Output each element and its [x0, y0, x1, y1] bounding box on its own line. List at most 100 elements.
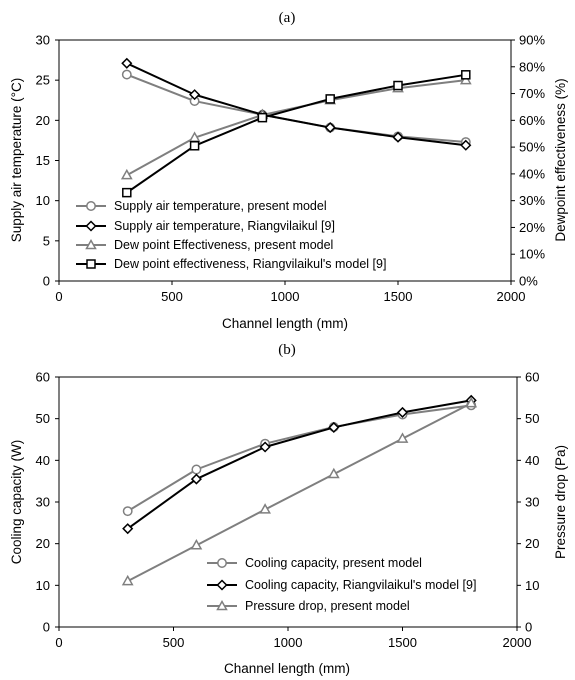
chart-b-y2-tick-label: 20 — [525, 536, 539, 551]
chart-b-y-tick-label: 50 — [36, 411, 50, 426]
chart-b-y-tick-label: 20 — [36, 536, 50, 551]
chart-b-series-2-point — [122, 523, 134, 535]
chart-b-y-tick-label: 30 — [36, 495, 50, 510]
chart-b-legend-item-3: Pressure drop, present model — [207, 599, 410, 613]
chart-a-series-4-line — [126, 73, 466, 194]
chart-b-y2-tick-label: 30 — [525, 495, 539, 510]
chart-a-y-tick-label: 20 — [36, 113, 50, 128]
chart-a-legend: Supply air temperature, present model Su… — [76, 199, 386, 271]
chart-a-y2-tick-label: 90% — [519, 33, 545, 48]
chart-b-y2-tick-label: 50 — [525, 411, 539, 426]
chart-a-legend-item-4: Dew point effectiveness, Riangvilaikul's… — [76, 257, 386, 271]
chart-a-y2-tick-label: 80% — [519, 59, 545, 74]
chart-a-legend-item-3: Dew point Effectiveness, present model — [76, 238, 333, 252]
chart-a: 0 500 1000 1500 2000 0 5 10 15 20 25 30 0% 10% 20% 30% 4… — [9, 33, 568, 332]
chart-a-x-tick-label: 1500 — [384, 289, 413, 304]
chart-a-x-tick-label: 1000 — [271, 289, 300, 304]
chart-a-series-2-point — [460, 139, 472, 151]
chart-b-x-tick-label: 1000 — [274, 635, 303, 650]
chart-b-series-1-line — [127, 404, 472, 513]
chart-a-legend-label-3: Dew point Effectiveness, present model — [114, 238, 333, 252]
chart-b-x-tick-label: 2000 — [503, 635, 532, 650]
chart-a-series-4-point — [461, 70, 471, 80]
chart-b-series-3-point — [259, 503, 271, 514]
chart-a-legend-label-1: Supply air temperature, present model — [114, 199, 327, 213]
chart-a-series-2-point — [189, 89, 201, 101]
chart-a-y-tick-label: 30 — [36, 33, 50, 48]
chart-b-series-3-point — [327, 467, 340, 479]
chart-b-series-2-point — [259, 441, 271, 453]
chart-a-x-axis-title: Channel length (mm) — [222, 316, 348, 331]
chart-a-y-tick-label: 10 — [36, 193, 50, 208]
chart-a-y-tick-label: 15 — [36, 153, 50, 168]
chart-b-series-2-point — [396, 406, 409, 418]
chart-b-series-3-point — [465, 396, 478, 408]
chart-b-x-tick-label: 0 — [55, 635, 62, 650]
chart-b-x-tick-label: 1500 — [388, 635, 417, 650]
chart-a-series-4-point — [257, 112, 268, 123]
chart-b-y-tick-label: 0 — [43, 620, 50, 635]
chart-b-series-1-point — [122, 506, 133, 517]
chart-b-series-2-line — [127, 399, 472, 530]
chart-b-series-1-point — [191, 464, 202, 475]
chart-a-series-2-point — [392, 131, 404, 143]
chart-b: 0 500 1000 1500 2000010203040506001020304050… — [9, 370, 568, 677]
chart-a-y2-tick-label: 10% — [519, 247, 545, 262]
chart-b-y2-tick-label: 0 — [525, 620, 532, 635]
chart-a-series-2-line — [126, 62, 466, 147]
chart-a-y-axis-title: Supply air temperature (°C) — [9, 78, 24, 242]
chart-a-legend-item-2: Supply air temperature, Riangvilaikul [9… — [76, 219, 335, 233]
chart-b-x-tick-label: 500 — [163, 635, 185, 650]
chart-b-series-3-point — [396, 432, 409, 443]
chart-a-y2-axis-title: Dewpoint effectiveness (%) — [553, 78, 568, 241]
chart-a-series-2-point — [121, 57, 133, 69]
chart-b-series-2-point — [328, 421, 340, 433]
chart-b-legend: Cooling capacity, present model Cooling … — [207, 556, 476, 613]
chart-b-legend-label-1: Cooling capacity, present model — [245, 556, 422, 570]
chart-b-series-3-point — [190, 539, 203, 550]
chart-b-legend-label-3: Pressure drop, present model — [245, 599, 410, 613]
chart-a-y2-tick-label: 70% — [519, 86, 545, 101]
chart-a-series-4-point — [393, 80, 403, 91]
chart-a-series-3-point — [120, 168, 133, 180]
chart-a-x-tick-label: 0 — [55, 289, 62, 304]
chart-a-legend-item-1: Supply air temperature, present model — [76, 199, 327, 213]
chart-a-legend-label-4: Dew point effectiveness, Riangvilaikul's… — [114, 257, 386, 271]
chart-a-series-2-point — [324, 122, 336, 134]
chart-b-ticks: 0 500 1000 1500 2000010203040506001020304050… — [36, 370, 540, 651]
chart-b-series-3-point — [121, 574, 134, 586]
chart-a-series-1-point — [121, 69, 132, 80]
chart-a-series-4-point — [325, 94, 335, 104]
chart-a-series — [120, 57, 472, 198]
chart-a-series-4-point — [122, 187, 132, 198]
chart-a-x-tick-label: 500 — [161, 289, 183, 304]
chart-b-legend-item-2: Cooling capacity, Riangvilaikul's model … — [207, 578, 476, 592]
chart-b-y-tick-label: 60 — [36, 370, 50, 385]
chart-b-legend-label-2: Cooling capacity, Riangvilaikul's model … — [245, 578, 476, 592]
chart-b-y-tick-label: 10 — [36, 578, 50, 593]
chart-a-y-tick-label: 25 — [36, 73, 50, 88]
chart-a-y-tick-label: 0 — [43, 274, 50, 289]
chart-a-ticks: 0 500 1000 1500 2000 0 5 10 15 20 25 30 0% 10% 20% 30% 4… — [36, 33, 546, 305]
chart-a-y2-tick-label: 50% — [519, 140, 545, 155]
chart-b-series-2-point — [190, 473, 202, 485]
chart-a-series-4-point — [189, 141, 200, 151]
chart-a-y2-tick-label: 30% — [519, 193, 545, 208]
chart-a-y-tick-label: 5 — [43, 233, 50, 248]
chart-b-y-axis-title: Cooling capacity (W) — [9, 440, 24, 565]
chart-a-x-tick-label: 2000 — [497, 289, 526, 304]
chart-b-y-tick-label: 40 — [36, 453, 50, 468]
chart-b-series-3-line — [127, 402, 472, 583]
chart-b-y2-tick-label: 10 — [525, 578, 539, 593]
chart-b-series — [121, 394, 478, 586]
panel-b-label: (b) — [278, 342, 296, 358]
chart-b-y2-tick-label: 40 — [525, 453, 539, 468]
chart-b-y2-tick-label: 60 — [525, 370, 539, 385]
chart-b-legend-item-1: Cooling capacity, present model — [207, 556, 422, 570]
panel-a-label: (a) — [279, 10, 296, 26]
chart-a-y2-tick-label: 20% — [519, 220, 545, 235]
chart-a-y2-tick-label: 40% — [519, 166, 545, 181]
chart-b-y2-axis-title: Pressure drop (Pa) — [553, 445, 568, 559]
chart-a-legend-label-2: Supply air temperature, Riangvilaikul [9… — [114, 219, 335, 233]
